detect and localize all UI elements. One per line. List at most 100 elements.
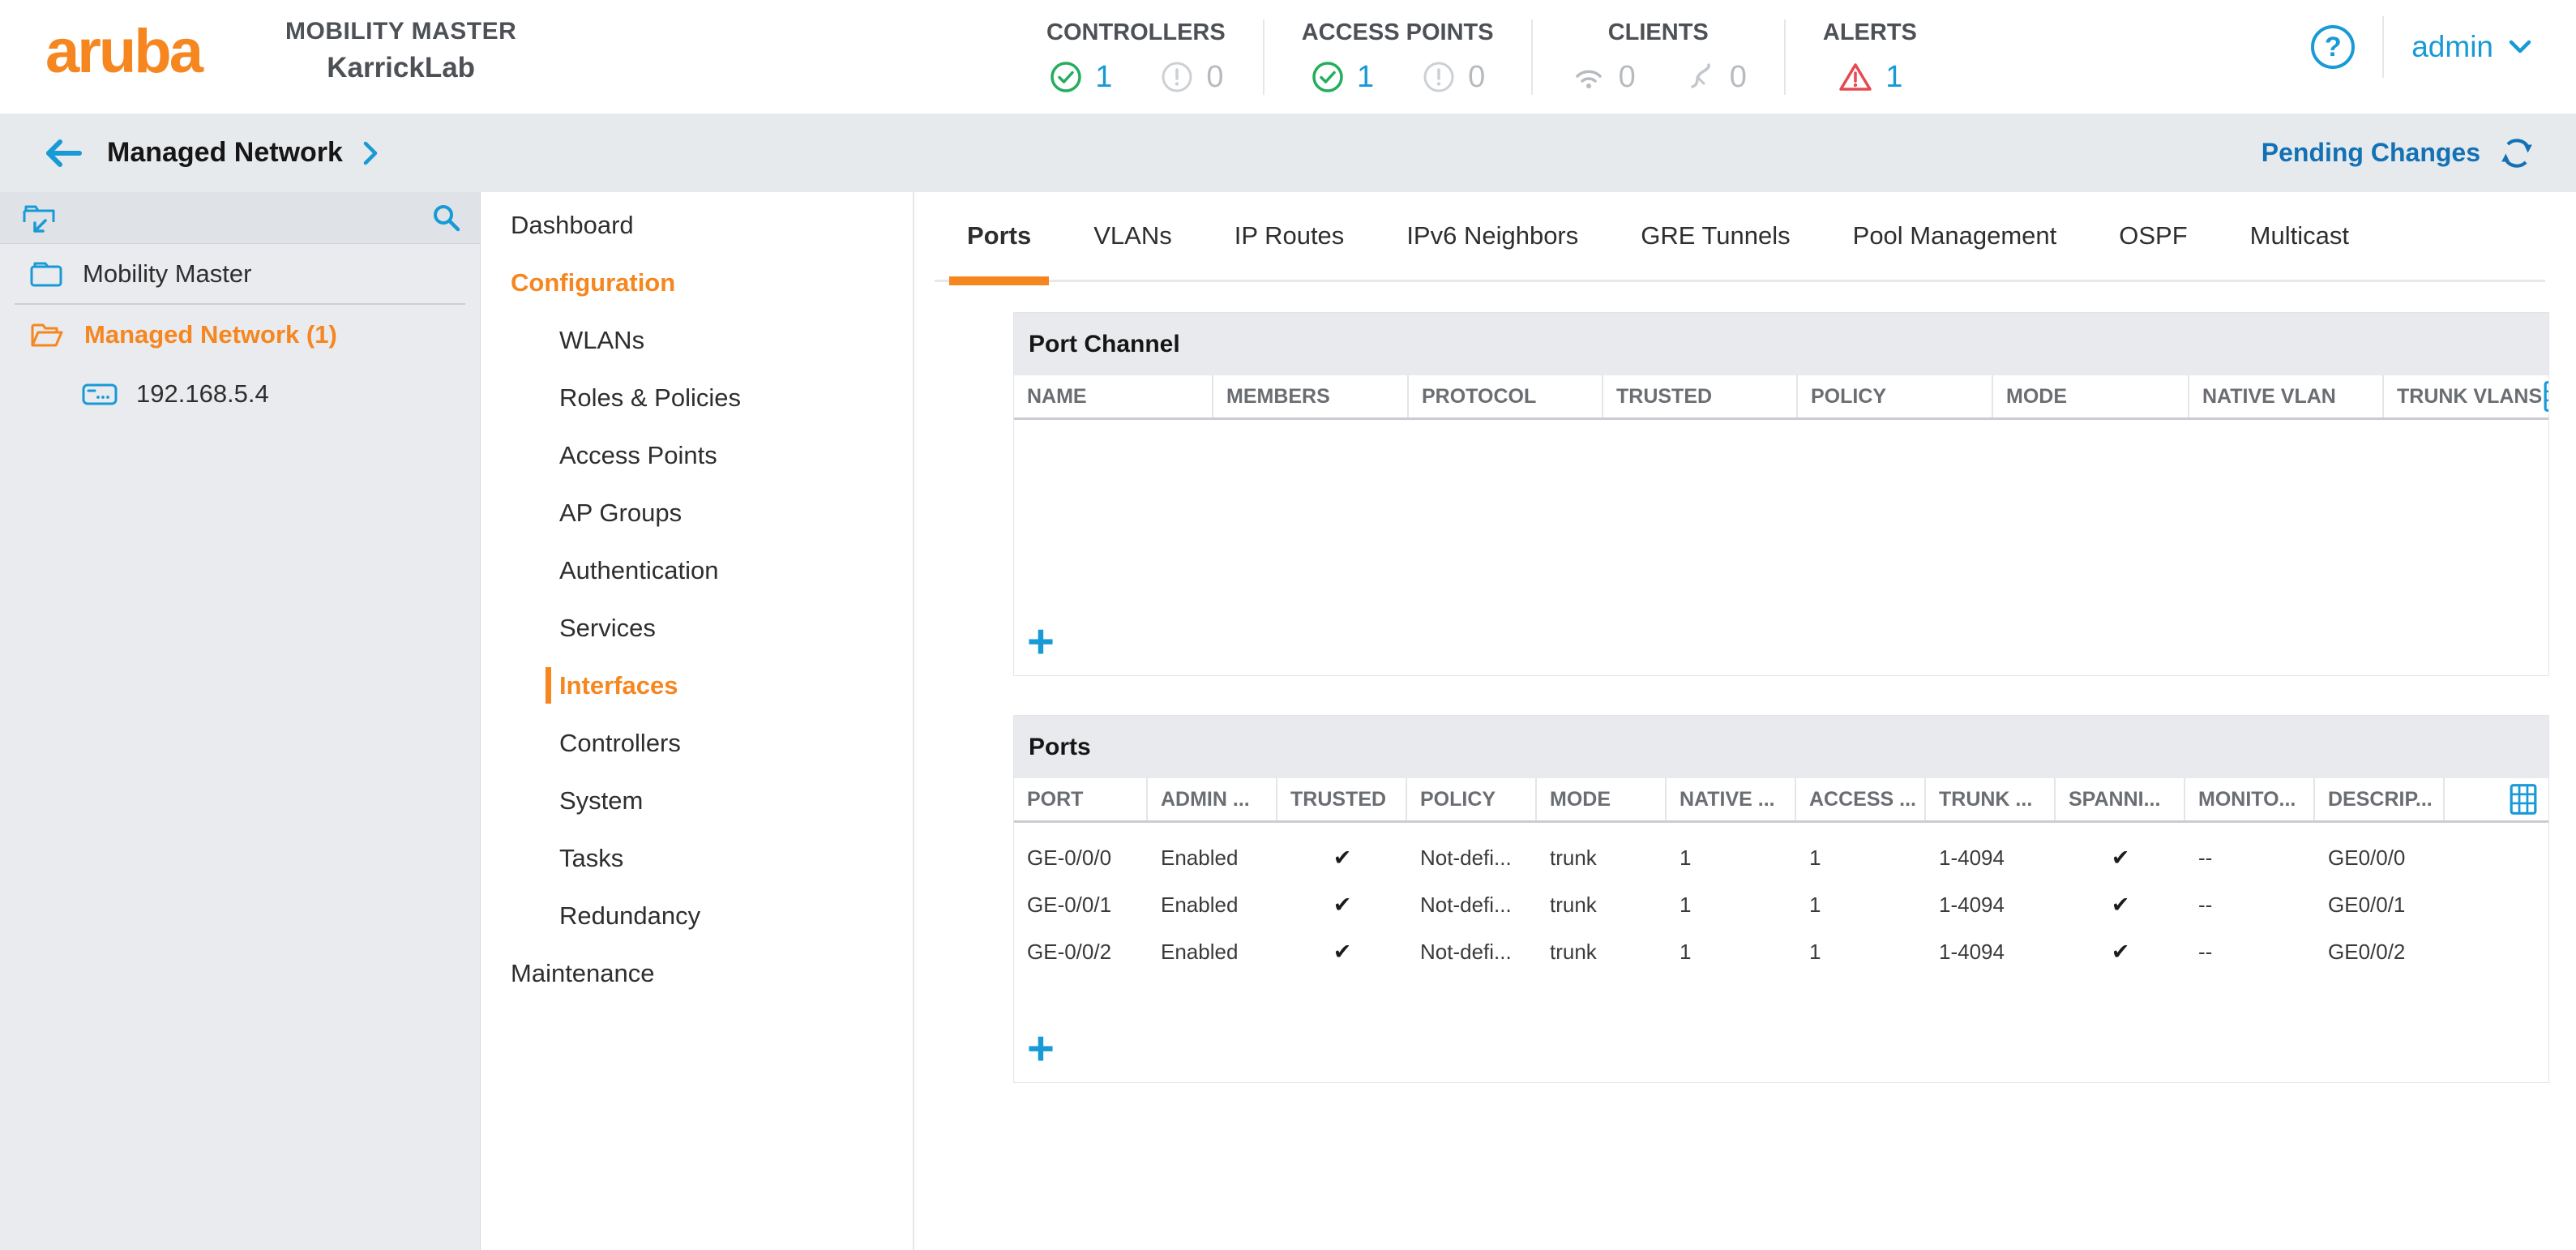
column-header: SPANNI... bbox=[2056, 778, 2185, 820]
port-channel-panel: Port Channel NAME MEMBERS PROTOCOL TRUST… bbox=[1013, 312, 2549, 676]
search-icon[interactable] bbox=[430, 202, 462, 234]
tree-item-label: Managed Network (1) bbox=[84, 320, 337, 349]
tree-item-mobility-master[interactable]: Mobility Master bbox=[0, 244, 480, 303]
tree-item-controller-192-168-5-4[interactable]: 192.168.5.4 bbox=[0, 364, 480, 423]
check-circle-icon bbox=[1048, 59, 1084, 95]
cell-mode: trunk bbox=[1537, 940, 1667, 965]
tab-gre-tunnels[interactable]: GRE Tunnels bbox=[1623, 192, 1808, 280]
port-channel-title: Port Channel bbox=[1014, 313, 2548, 375]
controllers-down-count: 0 bbox=[1206, 60, 1223, 95]
breadcrumb-bar: Managed Network Pending Changes bbox=[0, 113, 2576, 192]
cell-native-vlan: 1 bbox=[1667, 940, 1796, 965]
nav-item-controllers[interactable]: Controllers bbox=[481, 714, 913, 772]
wifi-icon bbox=[1570, 59, 1607, 95]
top-bar: aruba MOBILITY MASTER KarrickLab CONTROL… bbox=[0, 0, 2576, 113]
tab-vlans[interactable]: VLANs bbox=[1076, 192, 1189, 280]
tab-ospf[interactable]: OSPF bbox=[2101, 192, 2205, 280]
table-row[interactable]: GE-0/0/2 Enabled ✔ Not-defi... trunk 1 1… bbox=[1014, 928, 2548, 975]
divider bbox=[2382, 16, 2384, 78]
user-name-label: admin bbox=[2411, 30, 2493, 64]
nav-item-wlans[interactable]: WLANs bbox=[481, 311, 913, 369]
cell-mode: trunk bbox=[1537, 893, 1667, 918]
nav-item-services[interactable]: Services bbox=[481, 599, 913, 657]
column-header: ADMIN ... bbox=[1148, 778, 1277, 820]
cell-policy: Not-defi... bbox=[1407, 845, 1537, 871]
breadcrumb[interactable]: Managed Network bbox=[107, 137, 343, 169]
warning-circle-icon bbox=[1421, 59, 1457, 95]
column-picker-icon[interactable] bbox=[2508, 782, 2539, 816]
help-icon[interactable]: ? bbox=[2311, 25, 2355, 69]
cell-port: GE-0/0/1 bbox=[1014, 893, 1148, 918]
table-row[interactable]: GE-0/0/1 Enabled ✔ Not-defi... trunk 1 1… bbox=[1014, 881, 2548, 928]
column-header: TRUNK ... bbox=[1926, 778, 2056, 820]
stat-controllers[interactable]: CONTROLLERS 1 0 bbox=[1009, 19, 1264, 95]
tree-item-label: 192.168.5.4 bbox=[136, 379, 269, 409]
nav-item-maintenance[interactable]: Maintenance bbox=[481, 944, 913, 1002]
cell-mode: trunk bbox=[1537, 845, 1667, 871]
hierarchy-tree: Mobility Master Managed Network (1) 192.… bbox=[0, 192, 481, 1250]
stat-clients-label: CLIENTS bbox=[1608, 19, 1709, 46]
warning-circle-icon bbox=[1159, 59, 1195, 95]
nav-item-tasks[interactable]: Tasks bbox=[481, 829, 913, 887]
cell-monitoring: -- bbox=[2185, 893, 2315, 918]
column-picker-icon[interactable] bbox=[2542, 379, 2548, 413]
cell-monitoring: -- bbox=[2185, 845, 2315, 871]
folder-icon bbox=[29, 259, 63, 289]
add-port-button[interactable]: + bbox=[1027, 1025, 1055, 1072]
stat-clients[interactable]: CLIENTS 0 0 bbox=[1533, 19, 1786, 95]
user-area: ? admin bbox=[2311, 0, 2532, 94]
user-menu[interactable]: admin bbox=[2411, 30, 2532, 64]
cell-admin-state: Enabled bbox=[1148, 893, 1277, 918]
add-port-channel-button[interactable]: + bbox=[1027, 619, 1055, 666]
nav-item-ap-groups[interactable]: AP Groups bbox=[481, 484, 913, 542]
collapse-tree-icon[interactable] bbox=[21, 199, 57, 237]
cell-native-vlan: 1 bbox=[1667, 845, 1796, 871]
column-picker-cell bbox=[2445, 778, 2548, 820]
config-nav: Dashboard Configuration WLANs Roles & Po… bbox=[481, 192, 914, 1250]
back-arrow-icon[interactable] bbox=[41, 138, 83, 169]
stat-alerts[interactable]: ALERTS 1 bbox=[1786, 19, 1954, 95]
cell-access-vlan: 1 bbox=[1796, 845, 1926, 871]
tree-item-label: Mobility Master bbox=[83, 259, 251, 289]
cell-description: GE0/0/1 bbox=[2315, 893, 2445, 918]
column-header: PORT bbox=[1014, 778, 1148, 820]
tree-item-managed-network[interactable]: Managed Network (1) bbox=[0, 305, 480, 364]
check-circle-icon bbox=[1310, 59, 1346, 95]
column-header: PROTOCOL bbox=[1409, 375, 1603, 417]
column-header: MEMBERS bbox=[1213, 375, 1409, 417]
tab-ip-routes[interactable]: IP Routes bbox=[1217, 192, 1363, 280]
ports-table-footer: + bbox=[1014, 975, 2548, 1082]
ports-header-row: PORT ADMIN ... TRUSTED POLICY MODE NATIV… bbox=[1014, 778, 2548, 823]
open-folder-icon bbox=[29, 319, 65, 350]
alert-triangle-icon bbox=[1837, 59, 1874, 95]
tab-ports[interactable]: Ports bbox=[949, 192, 1049, 280]
column-header: POLICY bbox=[1798, 375, 1993, 417]
column-header: ACCESS ... bbox=[1796, 778, 1926, 820]
cell-trusted-check: ✔ bbox=[1277, 845, 1407, 871]
nav-item-roles-policies[interactable]: Roles & Policies bbox=[481, 369, 913, 426]
cell-trunk-vlans: 1-4094 bbox=[1926, 893, 2056, 918]
chevron-down-icon bbox=[2508, 38, 2532, 56]
tab-pool-management[interactable]: Pool Management bbox=[1835, 192, 2075, 280]
nav-item-authentication[interactable]: Authentication bbox=[481, 542, 913, 599]
stat-access-points[interactable]: ACCESS POINTS 1 0 bbox=[1264, 19, 1533, 95]
table-row[interactable]: GE-0/0/0 Enabled ✔ Not-defi... trunk 1 1… bbox=[1014, 834, 2548, 881]
tab-ipv6-neighbors[interactable]: IPv6 Neighbors bbox=[1389, 192, 1596, 280]
chevron-right-icon[interactable] bbox=[361, 139, 380, 168]
column-header: NATIVE ... bbox=[1667, 778, 1796, 820]
nav-item-dashboard[interactable]: Dashboard bbox=[481, 196, 913, 254]
nav-item-configuration[interactable]: Configuration bbox=[481, 254, 913, 311]
column-header-with-picker: TRUNK VLANS bbox=[2384, 375, 2548, 417]
nav-item-interfaces[interactable]: Interfaces bbox=[481, 657, 913, 714]
cell-port: GE-0/0/0 bbox=[1014, 845, 1148, 871]
column-header: TRUSTED bbox=[1603, 375, 1798, 417]
nav-item-system[interactable]: System bbox=[481, 772, 913, 829]
pending-changes-button[interactable]: Pending Changes bbox=[2261, 135, 2535, 172]
cell-admin-state: Enabled bbox=[1148, 845, 1277, 871]
nav-item-redundancy[interactable]: Redundancy bbox=[481, 887, 913, 944]
column-header: TRUSTED bbox=[1277, 778, 1407, 820]
cell-spanning-tree-check: ✔ bbox=[2056, 893, 2185, 918]
cell-trunk-vlans: 1-4094 bbox=[1926, 845, 2056, 871]
nav-item-access-points[interactable]: Access Points bbox=[481, 426, 913, 484]
tab-multicast[interactable]: Multicast bbox=[2232, 192, 2367, 280]
